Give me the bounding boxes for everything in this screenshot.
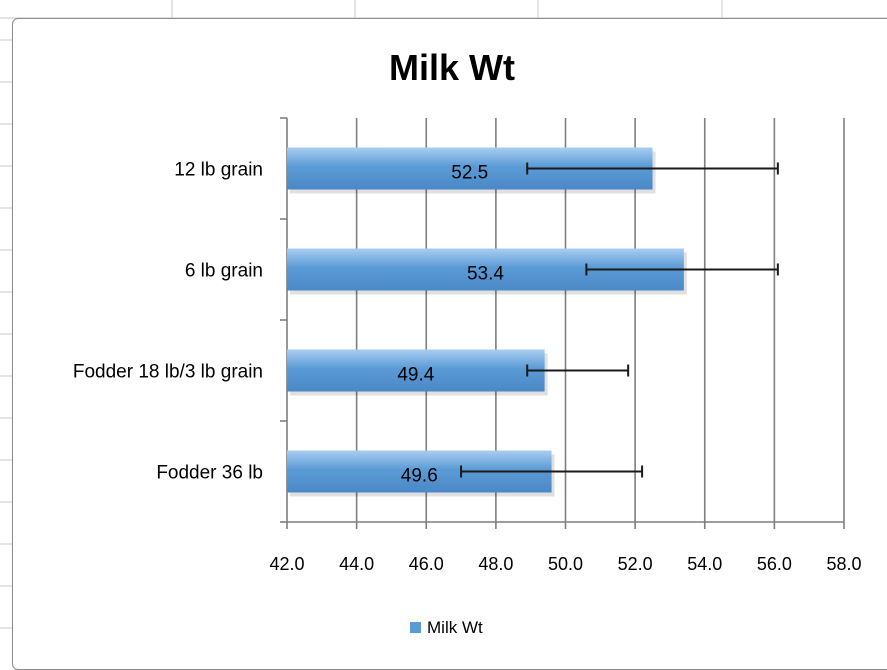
category-label: Fodder 18 lb/3 lb grain xyxy=(73,362,263,383)
x-tick-label: 48.0 xyxy=(478,554,513,574)
data-label: 49.6 xyxy=(401,466,438,487)
data-label: 52.5 xyxy=(451,163,488,184)
x-tick-label: 50.0 xyxy=(548,554,583,574)
x-tick-label: 58.0 xyxy=(826,554,861,574)
plot-area: 42.0 44.0 46.0 48.0 50.0 52.0 54.0 56.0 58.0 12 l… xyxy=(73,117,862,574)
legend: Milk Wt xyxy=(410,618,483,637)
chart-area[interactable] xyxy=(12,18,887,670)
x-tick-label: 56.0 xyxy=(757,554,792,574)
x-tick-label: 46.0 xyxy=(409,554,444,574)
bar xyxy=(287,349,545,392)
category-label: 12 lb grain xyxy=(174,160,263,181)
x-tick-label: 42.0 xyxy=(269,554,304,574)
category-label: 6 lb grain xyxy=(185,261,263,282)
data-label: 53.4 xyxy=(467,264,504,285)
x-tick-label: 52.0 xyxy=(618,554,653,574)
x-tick-label: 44.0 xyxy=(339,554,374,574)
data-label: 49.4 xyxy=(397,365,434,386)
category-label: Fodder 36 lb xyxy=(156,463,263,484)
chart-title: Milk Wt xyxy=(389,47,515,88)
legend-label: Milk Wt xyxy=(427,618,483,637)
legend-swatch xyxy=(410,622,421,633)
x-tick-label: 54.0 xyxy=(687,554,722,574)
